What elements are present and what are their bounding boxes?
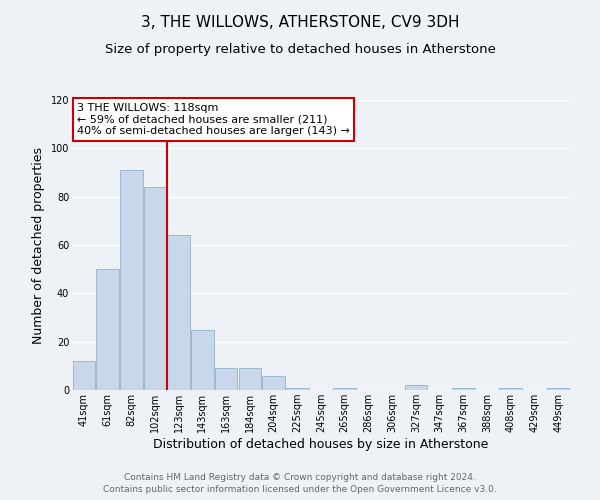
Bar bbox=[452, 388, 475, 390]
Bar bbox=[73, 361, 95, 390]
Bar bbox=[167, 236, 190, 390]
Bar bbox=[191, 330, 214, 390]
Bar bbox=[215, 368, 238, 390]
Text: 3, THE WILLOWS, ATHERSTONE, CV9 3DH: 3, THE WILLOWS, ATHERSTONE, CV9 3DH bbox=[141, 15, 459, 30]
Text: Size of property relative to detached houses in Atherstone: Size of property relative to detached ho… bbox=[104, 42, 496, 56]
X-axis label: Distribution of detached houses by size in Atherstone: Distribution of detached houses by size … bbox=[154, 438, 488, 451]
Bar bbox=[239, 368, 261, 390]
Bar bbox=[262, 376, 285, 390]
Bar bbox=[120, 170, 143, 390]
Bar bbox=[286, 388, 308, 390]
Y-axis label: Number of detached properties: Number of detached properties bbox=[32, 146, 45, 344]
Text: 3 THE WILLOWS: 118sqm
← 59% of detached houses are smaller (211)
40% of semi-det: 3 THE WILLOWS: 118sqm ← 59% of detached … bbox=[77, 103, 350, 136]
Text: Contains public sector information licensed under the Open Government Licence v3: Contains public sector information licen… bbox=[103, 485, 497, 494]
Bar bbox=[334, 388, 356, 390]
Bar bbox=[404, 385, 427, 390]
Bar bbox=[499, 388, 522, 390]
Bar bbox=[97, 269, 119, 390]
Text: Contains HM Land Registry data © Crown copyright and database right 2024.: Contains HM Land Registry data © Crown c… bbox=[124, 472, 476, 482]
Bar bbox=[547, 388, 569, 390]
Bar bbox=[144, 187, 166, 390]
